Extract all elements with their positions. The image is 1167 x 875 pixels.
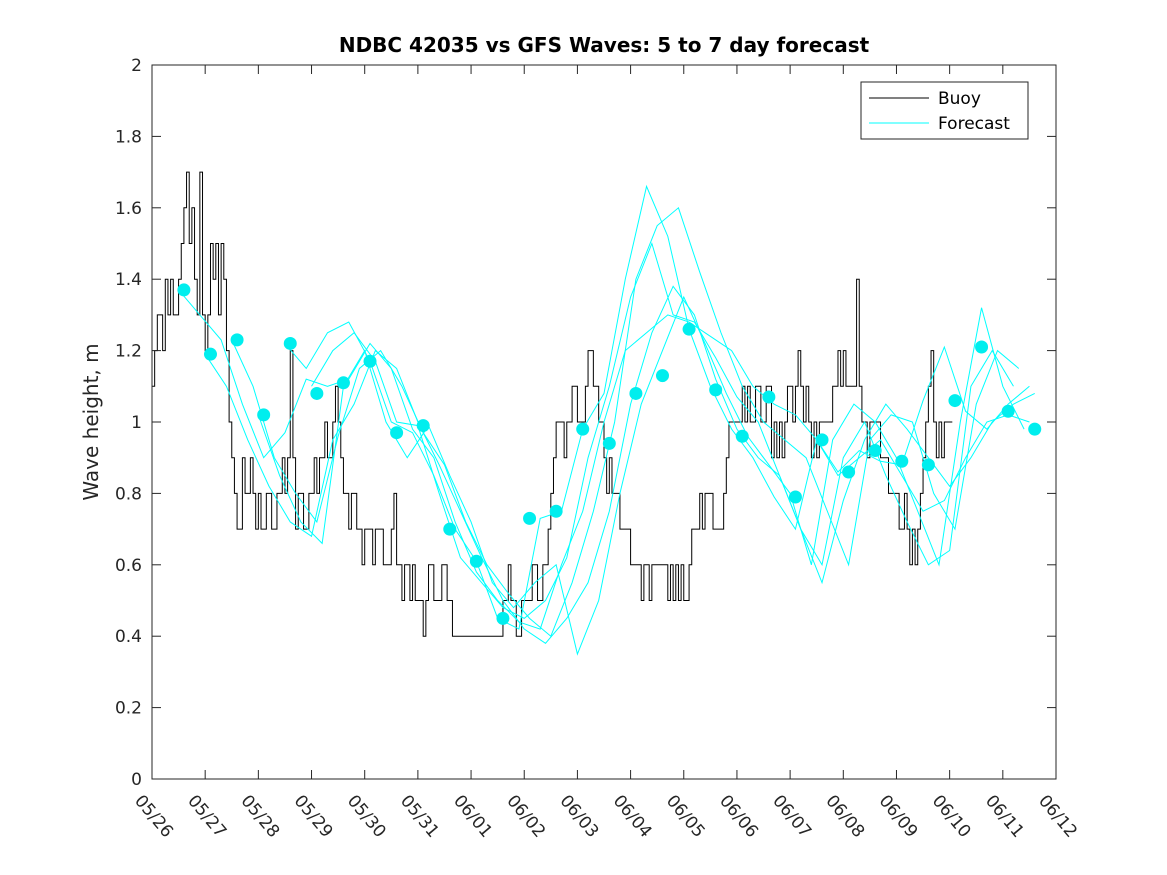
forecast-marker <box>496 611 510 625</box>
y-tick-label: 0.6 <box>115 556 142 576</box>
y-tick-label: 2 <box>131 56 142 76</box>
y-axis-label: Wave height, m <box>79 343 103 500</box>
forecast-marker <box>576 422 590 436</box>
forecast-marker <box>310 386 324 400</box>
y-tick-label: 1.8 <box>115 127 142 147</box>
forecast-marker <box>336 376 350 390</box>
forecast-marker <box>523 511 537 525</box>
forecast-marker <box>283 336 297 350</box>
forecast-marker <box>788 490 802 504</box>
forecast-marker <box>682 322 696 336</box>
y-tick-label: 0 <box>131 770 142 790</box>
forecast-marker <box>762 390 776 404</box>
y-tick-label: 1 <box>131 413 142 433</box>
forecast-marker <box>895 454 909 468</box>
forecast-marker <box>549 504 563 518</box>
forecast-marker <box>363 354 377 368</box>
forecast-marker <box>230 333 244 347</box>
legend-label-forecast: Forecast <box>938 114 1010 134</box>
forecast-marker <box>177 283 191 297</box>
legend: Buoy Forecast <box>860 81 1029 140</box>
y-tick-label: 0.8 <box>115 484 142 504</box>
legend-box <box>860 81 1029 140</box>
forecast-marker <box>469 554 483 568</box>
legend-label-buoy: Buoy <box>938 89 981 109</box>
forecast-marker <box>416 419 430 433</box>
y-tick-label: 1.6 <box>115 199 142 219</box>
forecast-run-line-5 <box>284 184 1030 630</box>
forecast-marker <box>602 436 616 450</box>
forecast-marker <box>868 444 882 458</box>
forecast-marker <box>655 369 669 383</box>
forecast-marker <box>735 429 749 443</box>
forecast-run-line-1 <box>178 289 1030 630</box>
forecast-marker <box>629 386 643 400</box>
forecast-marker <box>203 347 217 361</box>
forecast-marker <box>709 383 723 397</box>
forecast-run-line-3 <box>231 206 1020 638</box>
forecast-marker <box>1028 422 1042 436</box>
forecast-marker <box>842 465 856 479</box>
forecast-marker <box>921 458 935 472</box>
forecast-marker <box>443 522 457 536</box>
chart-title: NDBC 42035 vs GFS Waves: 5 to 7 day fore… <box>339 33 870 57</box>
y-tick-label: 0.2 <box>115 699 142 719</box>
forecast-marker <box>815 433 829 447</box>
y-tick-label: 1.4 <box>115 270 142 290</box>
forecast-marker <box>257 408 271 422</box>
forecast-marker <box>1001 404 1015 418</box>
forecast-run-line-6 <box>311 241 1014 619</box>
forecast-marker <box>975 340 989 354</box>
y-tick-label: 1.2 <box>115 342 142 362</box>
y-tick-label: 0.4 <box>115 627 142 647</box>
forecast-marker <box>390 426 404 440</box>
forecast-marker <box>948 394 962 408</box>
